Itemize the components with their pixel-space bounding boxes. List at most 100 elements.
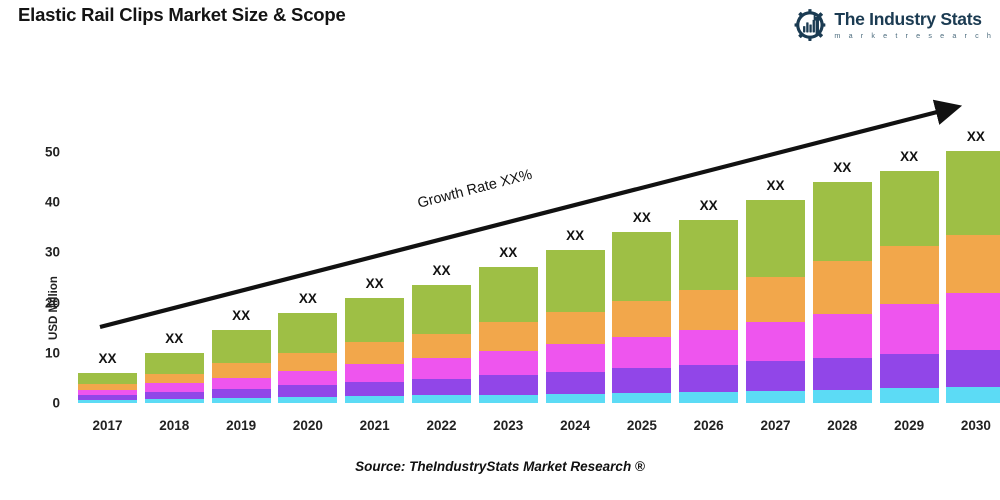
bar-segment[interactable] [679,391,739,403]
x-axis-tick-label-2017: 2017 [92,418,123,433]
bar-segment[interactable] [612,392,672,403]
bar-segment[interactable] [278,385,338,398]
bar-segment[interactable] [946,293,1000,350]
bar-2027[interactable] [746,199,805,403]
bar-segment[interactable] [812,389,872,403]
bar-segment[interactable] [278,371,338,386]
bar-segment[interactable] [812,182,872,262]
bar-segment[interactable] [545,371,605,394]
bar-segment[interactable] [545,311,605,344]
bar-2030[interactable] [946,151,1000,403]
bar-segment[interactable] [746,276,805,323]
bar-2029[interactable] [879,170,939,403]
bar-segment[interactable] [478,267,538,323]
bar-segment[interactable] [746,361,805,391]
bar-segment[interactable] [412,334,471,359]
bar-value-label: XX [699,198,718,214]
bar-segment[interactable] [412,395,471,403]
bar-segment[interactable] [879,388,939,403]
x-axis-tick-label-2024: 2024 [560,418,591,433]
bar-value-label: XX [833,160,852,176]
bar-2022[interactable] [412,285,471,403]
bar-segment[interactable] [612,300,672,337]
bar-segment[interactable] [746,322,805,362]
bar-segment[interactable] [144,383,204,392]
bar-segment[interactable] [946,386,1000,403]
bar-segment[interactable] [612,368,672,393]
bar-segment[interactable] [545,393,605,403]
bar-segment[interactable] [746,390,805,403]
x-axis-tick-label-2028: 2028 [827,418,858,433]
bar-segment[interactable] [812,357,872,390]
bar-segment[interactable] [345,363,405,382]
bar-segment[interactable] [278,397,338,403]
bar-2028[interactable] [812,182,872,403]
bar-segment[interactable] [78,372,137,384]
bar-segment[interactable] [144,352,204,374]
bar-segment[interactable] [412,285,471,335]
x-axis-tick-label-2019: 2019 [226,418,257,433]
bar-segment[interactable] [144,373,204,384]
bar-segment[interactable] [211,398,271,403]
bar-segment[interactable] [144,398,204,403]
x-axis-tick-label-2025: 2025 [626,418,657,433]
y-axis-tick-label: 10 [44,345,60,361]
bar-segment[interactable] [345,381,405,397]
source-caption: Source: TheIndustryStats Market Research… [355,459,645,474]
bar-segment[interactable] [679,330,739,365]
bar-segment[interactable] [211,388,271,399]
bar-segment[interactable] [345,396,405,403]
bar-segment[interactable] [879,170,939,247]
bar-2024[interactable] [545,250,605,403]
bar-2025[interactable] [612,232,672,403]
bar-2019[interactable] [211,330,271,403]
bar-segment[interactable] [946,349,1000,387]
bar-segment[interactable] [679,364,739,392]
y-axis-tick-label: 40 [44,194,60,210]
bar-2017[interactable] [78,372,137,403]
bar-segment[interactable] [946,234,1000,294]
x-axis-tick-label-2021: 2021 [359,418,390,433]
bar-segment[interactable] [211,363,271,378]
bar-segment[interactable] [345,342,405,364]
bar-segment[interactable] [78,390,137,396]
bar-segment[interactable] [478,322,538,351]
bar-segment[interactable] [545,250,605,312]
bar-segment[interactable] [278,312,338,354]
bar-segment[interactable] [879,246,939,304]
bar-2026[interactable] [679,220,739,403]
bar-segment[interactable] [545,343,605,372]
bar-value-label: XX [632,210,651,226]
bar-segment[interactable] [144,391,204,399]
bar-segment[interactable] [879,353,939,389]
bar-2020[interactable] [278,312,338,403]
bar-segment[interactable] [78,383,137,391]
x-axis-tick-label-2027: 2027 [760,418,791,433]
bar-segment[interactable] [612,232,672,301]
bar-segment[interactable] [78,395,137,400]
bar-segment[interactable] [478,394,538,403]
bar-segment[interactable] [612,336,672,369]
logo-company-name: The Industry Stats [834,8,982,29]
bar-2021[interactable] [345,297,405,403]
bar-2018[interactable] [144,352,204,403]
bar-segment[interactable] [679,289,739,331]
bar-segment[interactable] [879,303,939,354]
bar-segment[interactable] [812,261,872,314]
bar-segment[interactable] [746,199,805,277]
logo-text: The Industry Stats m a r k e t r e s e a… [834,8,994,39]
bar-value-label: XX [499,245,518,261]
bar-segment[interactable] [412,358,471,379]
bar-segment[interactable] [78,399,137,403]
bar-segment[interactable] [946,151,1000,235]
bar-segment[interactable] [211,330,271,364]
bar-segment[interactable] [211,377,271,389]
bar-segment[interactable] [812,313,872,358]
bar-segment[interactable] [345,297,405,343]
bar-segment[interactable] [478,375,538,395]
bar-segment[interactable] [478,350,538,376]
bar-segment[interactable] [412,378,471,396]
bar-segment[interactable] [679,220,739,290]
bar-segment[interactable] [278,353,338,372]
bar-2023[interactable] [478,267,538,403]
